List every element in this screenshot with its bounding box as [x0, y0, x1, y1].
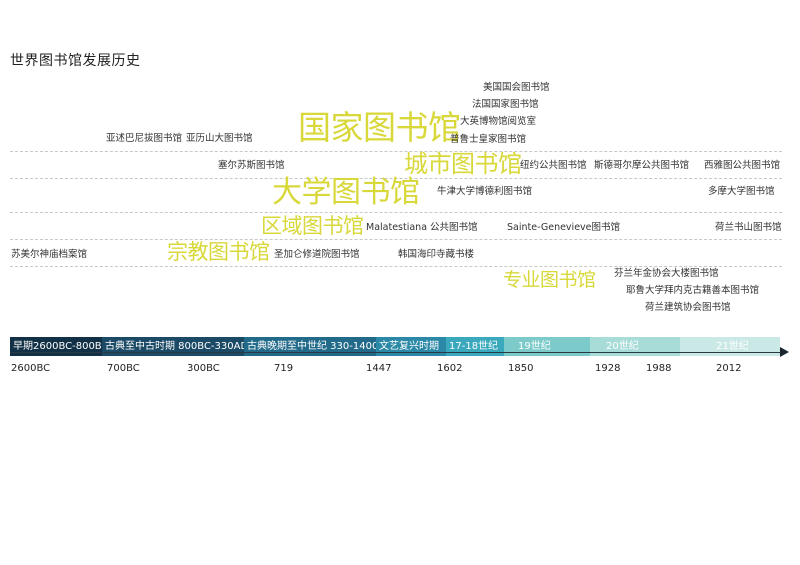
- period-classical: 古典至中古时期 800BC-330AD: [102, 337, 244, 356]
- library-name: 圣加仑修道院图书馆: [274, 249, 360, 260]
- library-name: 亚述巴尼拔图书馆: [106, 133, 183, 144]
- library-name: 荷兰书山图书馆: [715, 222, 782, 233]
- library-name: 韩国海印寺藏书楼: [398, 249, 475, 260]
- year-label: 2012: [716, 363, 742, 374]
- year-label: 2600BC: [11, 363, 51, 374]
- library-name: 多摩大学图书馆: [708, 186, 775, 197]
- library-name: 牛津大学博德利图书馆: [437, 186, 533, 197]
- timeline-axis: [10, 352, 782, 353]
- page-title: 世界图书馆发展历史: [10, 53, 141, 69]
- library-name: 美国国会图书馆: [483, 82, 550, 93]
- year-label: 1928: [595, 363, 621, 374]
- library-name: 西雅图公共图书馆: [704, 160, 781, 171]
- library-name: Sainte-Genevieve图书馆: [507, 222, 621, 233]
- period-19-century: 19世纪: [504, 337, 590, 356]
- year-label: 700BC: [107, 363, 140, 374]
- category-religious-library: 宗教图书馆: [167, 240, 270, 264]
- library-name: Malatestiana 公共图书馆: [366, 222, 478, 233]
- row-guide-line: [10, 266, 782, 267]
- year-label: 1988: [646, 363, 672, 374]
- category-national-library: 国家图书馆: [298, 108, 461, 147]
- arrow-right-icon: [780, 347, 789, 357]
- row-guide-line: [10, 178, 782, 179]
- year-label: 719: [274, 363, 294, 374]
- year-label: 1850: [508, 363, 534, 374]
- period-renaissance: 文艺复兴时期: [376, 337, 446, 356]
- period-17-18-century: 17-18世纪: [446, 337, 504, 356]
- category-university-library: 大学图书馆: [272, 175, 420, 210]
- library-name: 斯德哥尔摩公共图书馆: [594, 160, 690, 171]
- period-early: 早期2600BC-800BC: [10, 337, 102, 356]
- row-guide-line: [10, 151, 782, 152]
- category-specialized-library: 专业图书馆: [503, 269, 596, 291]
- year-label: 1602: [437, 363, 463, 374]
- library-name: 苏美尔神庙档案馆: [11, 249, 88, 260]
- category-regional-library: 区域图书馆: [261, 214, 364, 238]
- period-20-century: 20世纪: [590, 337, 680, 356]
- library-name: 塞尔苏斯图书馆: [218, 160, 285, 171]
- library-name: 耶鲁大学拜内克古籍善本图书馆: [626, 285, 760, 296]
- library-name: 荷兰建筑协会图书馆: [645, 302, 731, 313]
- row-guide-line: [10, 239, 782, 240]
- period-21-century: 21世纪: [680, 337, 780, 356]
- category-city-library: 城市图书馆: [404, 150, 522, 178]
- library-name: 普鲁士皇家图书馆: [450, 134, 527, 145]
- library-name: 亚历山大图书馆: [186, 133, 253, 144]
- year-label: 300BC: [187, 363, 220, 374]
- library-name: 芬兰年金协会大楼图书馆: [614, 268, 719, 279]
- library-name: 纽约公共图书馆: [520, 160, 587, 171]
- library-name: 法国国家图书馆: [472, 99, 539, 110]
- library-name: 大英博物馆阅览室: [460, 116, 537, 127]
- year-label: 1447: [366, 363, 392, 374]
- row-guide-line: [10, 212, 782, 213]
- period-late-classical-medieval: 古典晚期至中世纪 330-1400: [244, 337, 376, 356]
